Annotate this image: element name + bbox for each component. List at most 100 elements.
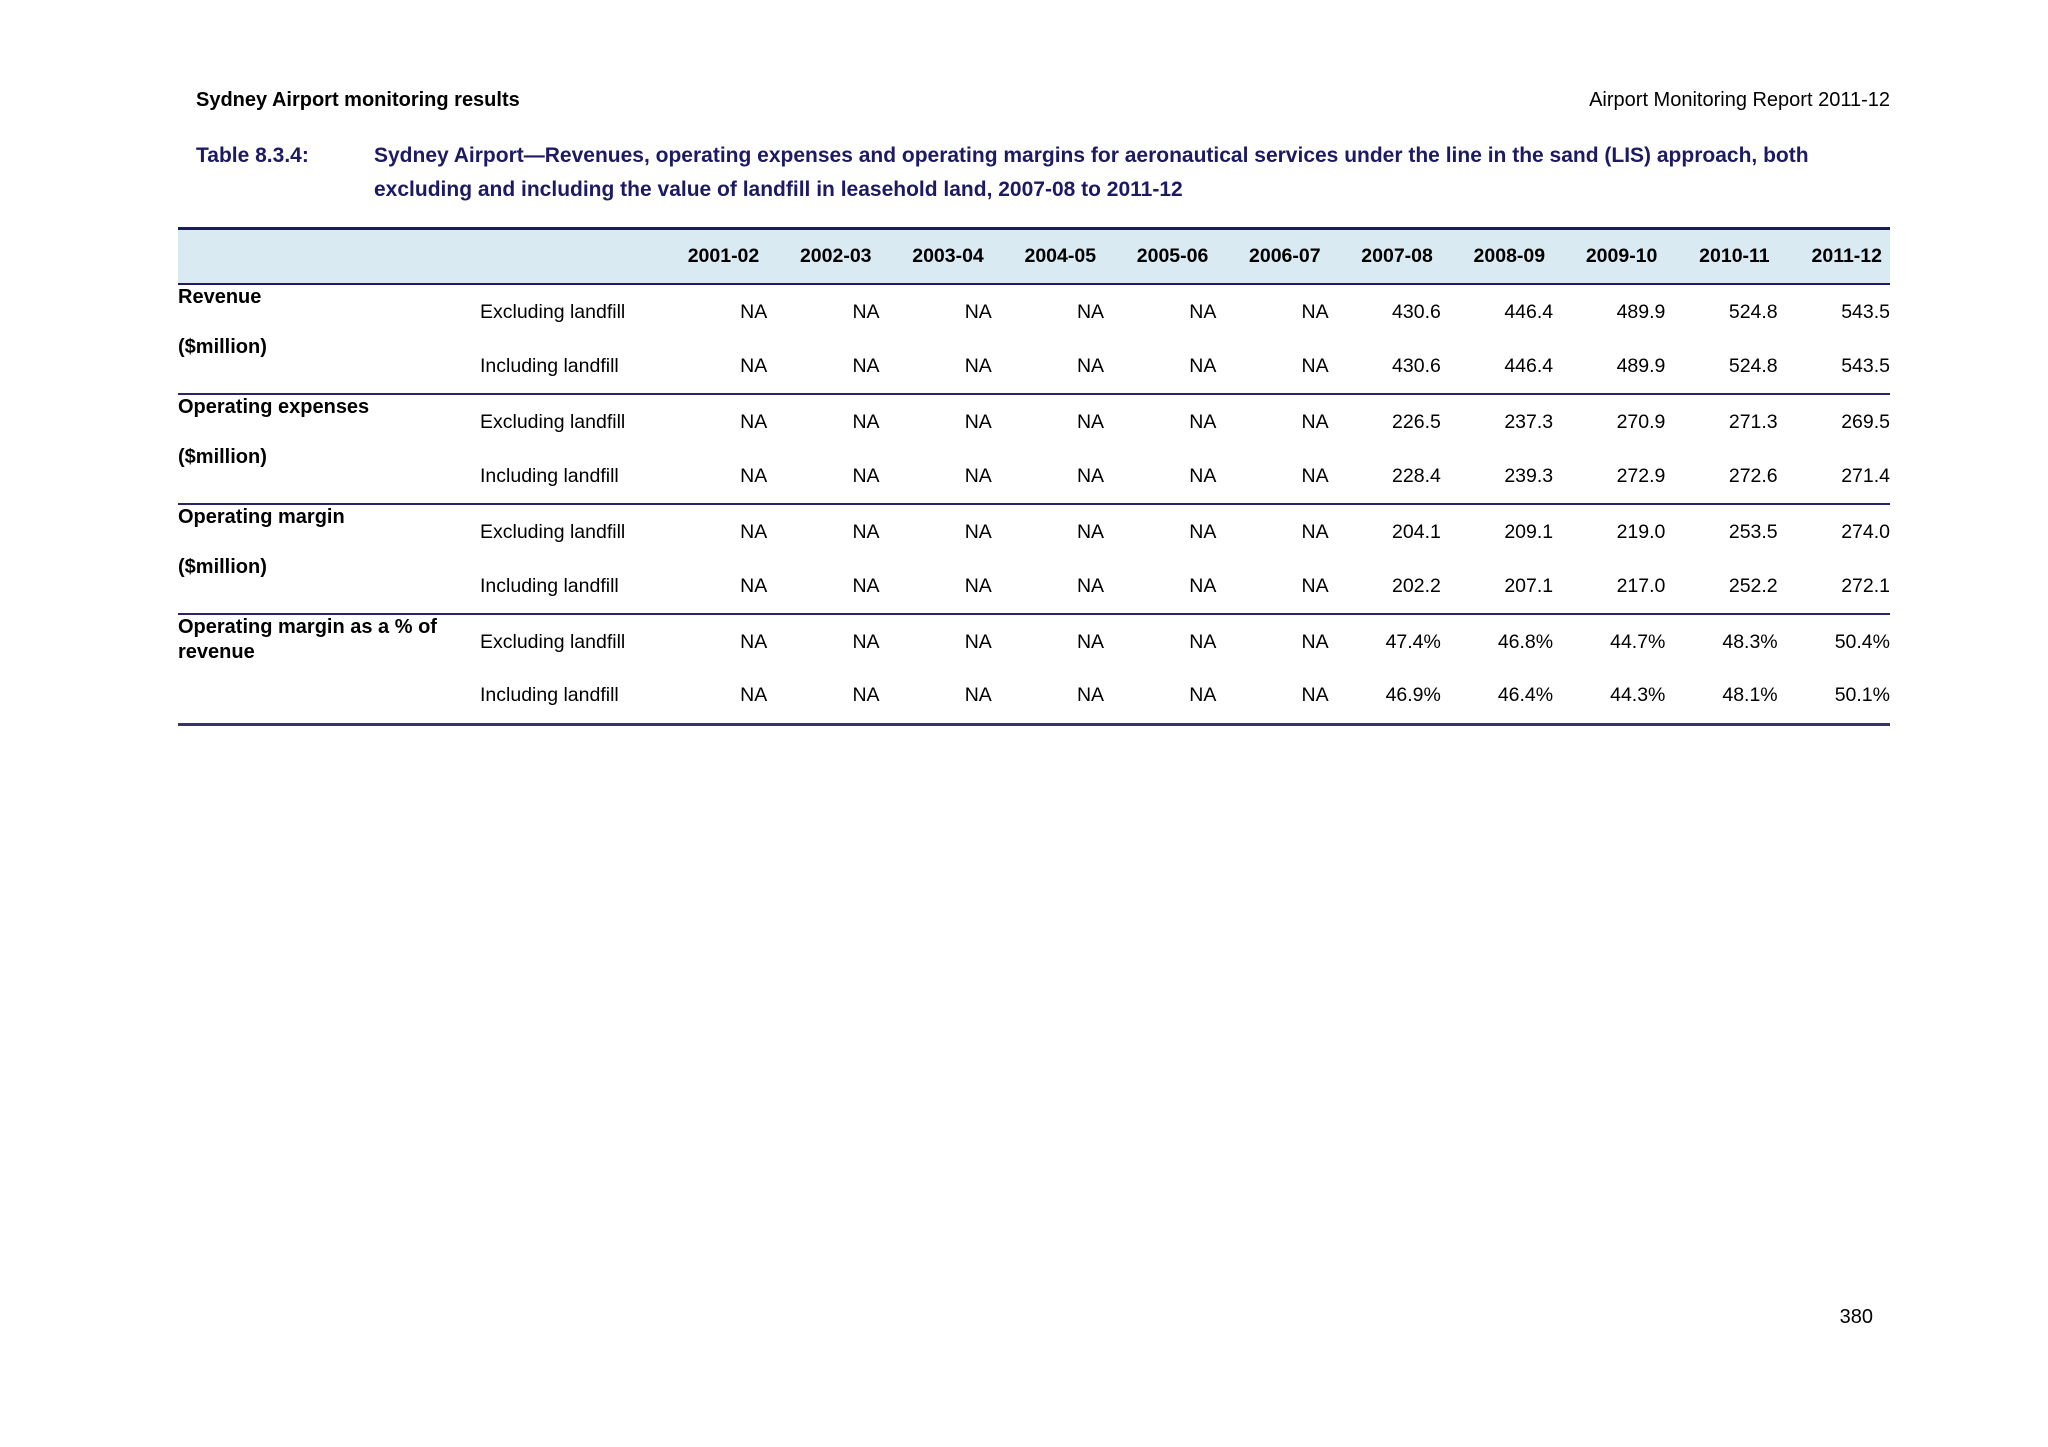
header-section-title: Sydney Airport monitoring results <box>196 89 520 111</box>
value-cell: NA <box>655 559 768 615</box>
value-cell: NA <box>740 520 768 543</box>
value-cell: NA <box>879 559 992 615</box>
value-cell: 50.1% <box>1777 669 1890 726</box>
value-cell: NA <box>1076 300 1105 323</box>
value-cell: NA <box>1216 669 1329 726</box>
row-sublabel: Excluding landfill <box>480 630 626 653</box>
group-label: Revenue <box>178 286 262 308</box>
value-cell: 46.4% <box>1440 669 1554 726</box>
year-column-header: 2002-03 <box>767 227 880 285</box>
group-label-cell: Operating margin ($million) <box>178 504 480 615</box>
value-cell: NA <box>1076 520 1105 543</box>
table-caption-text: Sydney Airport—Revenues, operating expen… <box>374 144 1809 201</box>
value-cell: NA <box>1301 410 1329 433</box>
year-column-header: 2009-10 <box>1553 227 1666 285</box>
year-column-header: 2007-08 <box>1328 227 1441 285</box>
value-cell: 44.3% <box>1553 669 1666 726</box>
value-cell: NA <box>879 669 992 726</box>
value-cell: NA <box>1076 410 1105 433</box>
value-cell: NA <box>1189 300 1217 323</box>
value-cell: NA <box>1216 559 1329 615</box>
value-cell: 47.4% <box>1385 630 1441 653</box>
value-cell: 543.5 <box>1777 339 1890 395</box>
empty-header-cell <box>480 227 655 285</box>
value-cell: NA <box>655 669 768 726</box>
value-cell: NA <box>767 339 880 395</box>
group-label-cell: Operating margin as a % of revenue <box>178 614 480 726</box>
value-cell: NA <box>991 559 1105 615</box>
table-caption-number: Table 8.3.4: <box>196 144 309 167</box>
value-cell: NA <box>964 630 992 653</box>
group-label: Operating margin as a % of revenue <box>178 616 437 663</box>
value-cell: 252.2 <box>1665 559 1778 615</box>
value-cell: 272.6 <box>1665 449 1778 505</box>
value-cell: NA <box>740 300 768 323</box>
running-header: Sydney Airport monitoring results Airpor… <box>196 88 1890 112</box>
value-cell: 271.3 <box>1728 410 1778 433</box>
value-cell: 274.0 <box>1841 520 1890 543</box>
value-cell: NA <box>740 410 768 433</box>
value-cell: 50.4% <box>1834 630 1890 653</box>
value-cell: 226.5 <box>1392 410 1441 433</box>
value-cell: NA <box>767 669 880 726</box>
value-cell: NA <box>964 410 992 433</box>
value-cell: 202.2 <box>1328 559 1441 615</box>
value-cell: NA <box>991 339 1105 395</box>
year-column-header: 2006-07 <box>1216 227 1329 285</box>
value-cell: NA <box>1216 339 1329 395</box>
value-cell: NA <box>655 339 768 395</box>
row-sublabel: Excluding landfill <box>480 300 626 323</box>
value-cell: NA <box>879 449 992 505</box>
year-column-header: 2003-04 <box>879 227 992 285</box>
row-sublabel: Including landfill <box>480 449 655 505</box>
value-cell: NA <box>852 410 880 433</box>
value-cell: NA <box>852 630 880 653</box>
table-row: Operating margin ($million) Excluding land… <box>178 504 1890 615</box>
year-column-header: 2005-06 <box>1104 227 1217 285</box>
value-cell: 204.1 <box>1392 520 1441 543</box>
row-sublabel: Including landfill <box>480 669 655 726</box>
group-label-cell: Operating expenses ($million) <box>178 394 480 505</box>
value-cell: 543.5 <box>1841 300 1890 323</box>
value-cell: 217.0 <box>1553 559 1666 615</box>
value-cell: NA <box>1189 410 1217 433</box>
value-cell: 44.7% <box>1610 630 1666 653</box>
value-cell: NA <box>991 669 1105 726</box>
row-sublabel: Including landfill <box>480 339 655 395</box>
value-cell: NA <box>655 449 768 505</box>
year-column-header: 2004-05 <box>991 227 1105 285</box>
value-cell: 272.9 <box>1553 449 1666 505</box>
value-cell: NA <box>1189 520 1217 543</box>
table-body: Revenue ($million) Excluding landfill NA NA N… <box>178 284 1890 726</box>
row-sublabel: Excluding landfill <box>480 410 626 433</box>
value-cell: NA <box>1301 520 1329 543</box>
value-cell: 489.9 <box>1616 300 1666 323</box>
value-cell: 269.5 <box>1841 410 1890 433</box>
value-cell: NA <box>1216 449 1329 505</box>
table-row: Operating margin as a % of revenue Exclud… <box>178 614 1890 726</box>
value-cell: 239.3 <box>1440 449 1554 505</box>
value-cell: 430.6 <box>1392 300 1441 323</box>
group-label-cell: Revenue ($million) <box>178 284 480 395</box>
value-cell: 46.8% <box>1497 630 1554 653</box>
value-cell: NA <box>1076 630 1105 653</box>
value-cell: NA <box>879 339 992 395</box>
value-cell: NA <box>991 449 1105 505</box>
table-row: Operating expenses ($million) Excluding la… <box>178 394 1890 505</box>
year-column-header: 2008-09 <box>1440 227 1554 285</box>
table-row: Including landfill NA NA NA NA NA NA 228.4 239.3… <box>178 449 1890 505</box>
table-row: Including landfill NA NA NA NA NA NA 46.9% 46.4%… <box>178 669 1890 726</box>
value-cell: 272.1 <box>1777 559 1890 615</box>
value-cell: NA <box>1104 339 1217 395</box>
group-label: Operating margin <box>178 506 345 528</box>
value-cell: 209.1 <box>1504 520 1554 543</box>
group-unit: ($million) <box>178 446 267 468</box>
value-cell: NA <box>1104 559 1217 615</box>
table-caption: Table 8.3.4: Sydney Airport—Revenues, op… <box>196 139 1896 207</box>
value-cell: 237.3 <box>1504 410 1554 433</box>
value-cell: 524.8 <box>1728 300 1778 323</box>
value-cell: NA <box>1301 300 1329 323</box>
value-cell: 524.8 <box>1665 339 1778 395</box>
value-cell: 48.1% <box>1665 669 1778 726</box>
